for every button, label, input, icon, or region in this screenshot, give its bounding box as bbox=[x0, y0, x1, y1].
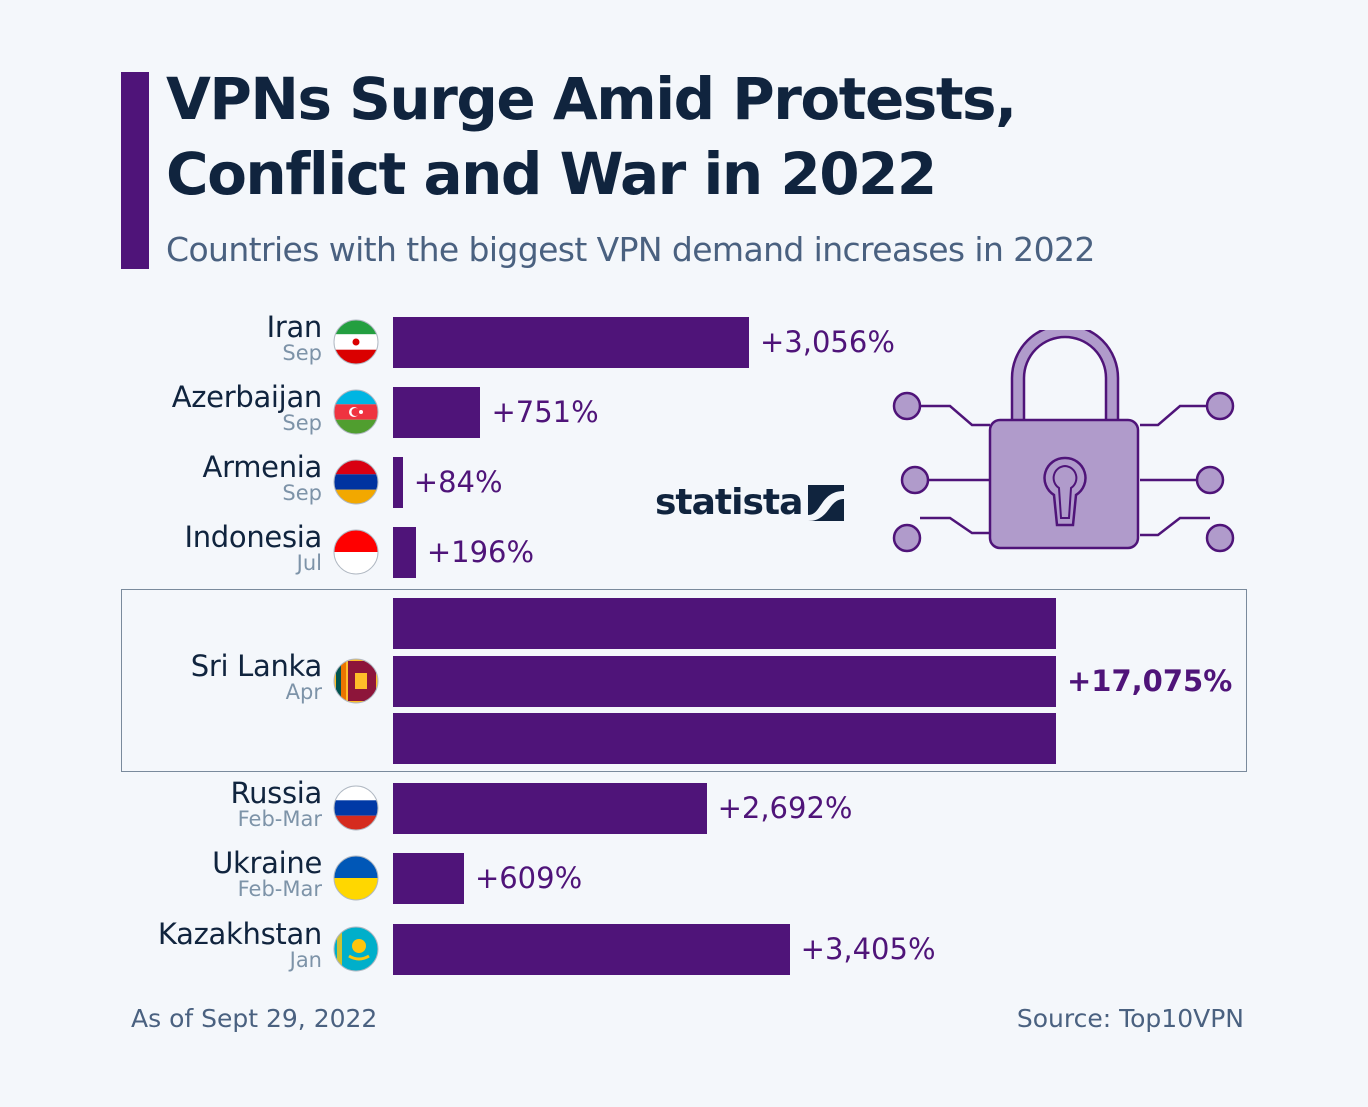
value-label: +84% bbox=[413, 465, 503, 499]
country-label: Azerbaijan Sep bbox=[171, 380, 323, 436]
country-name: Ukraine bbox=[212, 846, 322, 880]
country-name: Armenia bbox=[202, 450, 323, 484]
statista-wordmark: statista bbox=[655, 482, 803, 523]
chart-title: VPNs Surge Amid Protests, Conflict and W… bbox=[166, 62, 1266, 212]
bar-sri-lanka-segment-3 bbox=[393, 713, 1056, 764]
period-label: Sep bbox=[282, 341, 322, 365]
title-line-2: Conflict and War in 2022 bbox=[166, 140, 937, 208]
country-name: Azerbaijan bbox=[171, 380, 323, 414]
flag-kazakhstan-icon bbox=[333, 926, 379, 972]
value-label: +3,405% bbox=[800, 932, 936, 966]
bar-indonesia bbox=[393, 527, 416, 578]
country-label: Ukraine Feb-Mar bbox=[212, 846, 322, 902]
bar-sri-lanka-segment-1 bbox=[393, 598, 1056, 649]
title-accent-bar bbox=[121, 72, 149, 269]
value-label: +609% bbox=[474, 861, 583, 895]
statista-logo-icon bbox=[808, 484, 845, 521]
flag-sri-lanka-icon bbox=[333, 658, 379, 704]
statista-logo: statista bbox=[655, 482, 845, 523]
bar-iran bbox=[393, 317, 749, 368]
bar-armenia bbox=[393, 457, 403, 508]
chart-subtitle: Countries with the biggest VPN demand in… bbox=[166, 230, 1095, 269]
value-label: +3,056% bbox=[760, 325, 895, 359]
source-note: Source: Top10VPN bbox=[1016, 1004, 1244, 1033]
period-label: Feb-Mar bbox=[237, 877, 322, 901]
period-label: Jan bbox=[289, 948, 322, 972]
flag-ukraine-icon bbox=[333, 855, 379, 901]
as-of-date-note: As of Sept 29, 2022 bbox=[131, 1004, 378, 1033]
bar-ukraine bbox=[393, 853, 464, 904]
value-label: +17,075% bbox=[1067, 664, 1233, 698]
country-label: Kazakhstan Jan bbox=[158, 917, 322, 973]
bar-sri-lanka-segment-2 bbox=[393, 656, 1056, 707]
value-label: +2,692% bbox=[717, 791, 853, 825]
country-label: Iran Sep bbox=[266, 310, 323, 366]
flag-russia-icon bbox=[333, 785, 379, 831]
country-name: Kazakhstan bbox=[157, 917, 322, 951]
country-name: Iran bbox=[266, 310, 323, 344]
value-label: +751% bbox=[491, 395, 599, 429]
country-name: Indonesia bbox=[184, 520, 322, 554]
period-label: Jul bbox=[296, 551, 322, 575]
title-line-1: VPNs Surge Amid Protests, bbox=[166, 65, 1017, 133]
period-label: Sep bbox=[282, 411, 322, 435]
country-name: Sri Lanka bbox=[190, 649, 323, 683]
bar-kazakhstan bbox=[393, 924, 790, 975]
flag-azerbaijan-icon bbox=[333, 389, 379, 435]
flag-iran-icon bbox=[333, 319, 379, 365]
bar-russia bbox=[393, 783, 707, 834]
country-label: Sri Lanka Apr bbox=[190, 649, 323, 705]
sri-lanka-highlight-box bbox=[121, 589, 1247, 772]
country-label: Armenia Sep bbox=[202, 450, 323, 506]
padlock-circuit-icon bbox=[892, 330, 1235, 553]
period-label: Sep bbox=[282, 481, 322, 505]
flag-indonesia-icon bbox=[333, 529, 379, 575]
period-label: Apr bbox=[285, 680, 322, 704]
country-name: Russia bbox=[230, 776, 323, 810]
flag-armenia-icon bbox=[333, 459, 379, 505]
country-label: Russia Feb-Mar bbox=[230, 776, 323, 832]
value-label: +196% bbox=[426, 535, 535, 569]
bar-azerbaijan bbox=[393, 387, 481, 438]
country-label: Indonesia Jul bbox=[184, 520, 322, 576]
period-label: Feb-Mar bbox=[237, 807, 322, 831]
